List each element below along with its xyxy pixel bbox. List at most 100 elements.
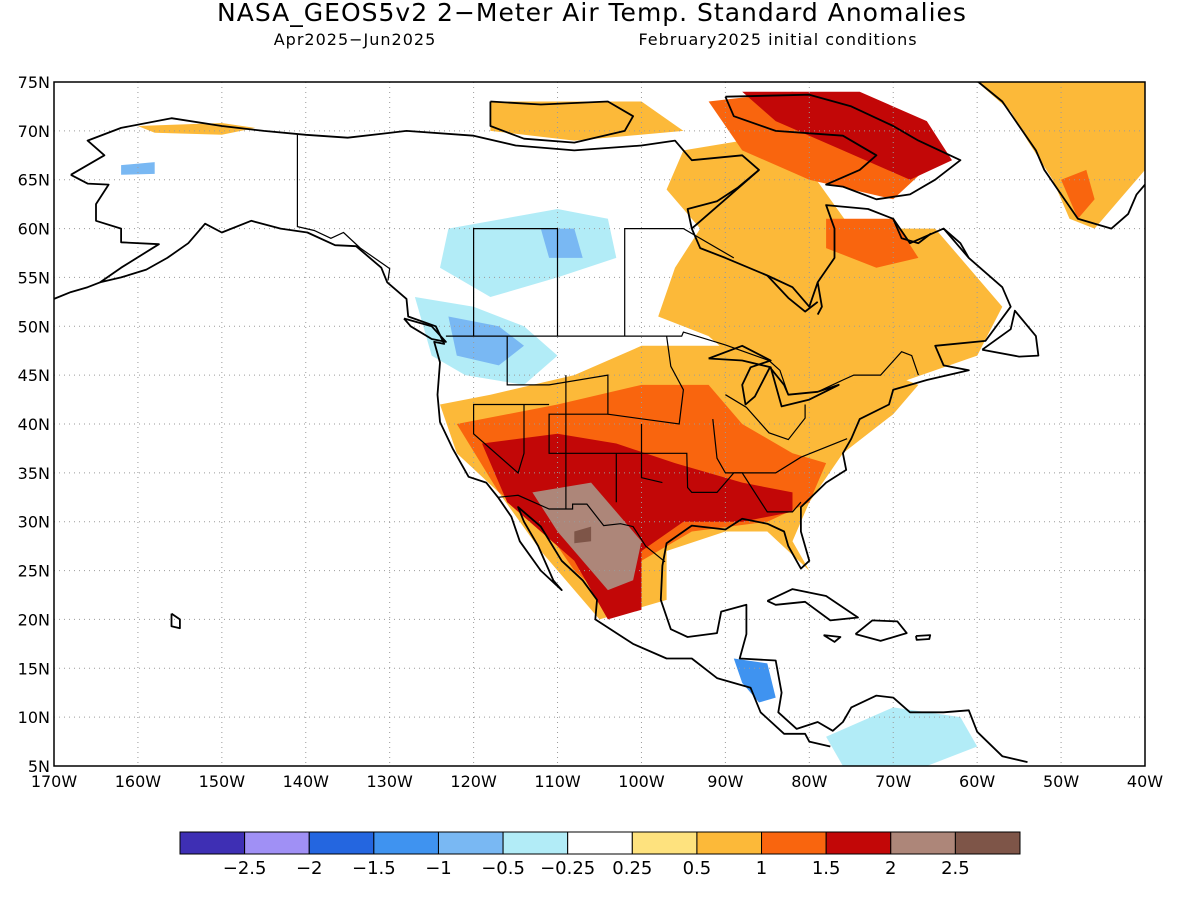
hispaniola xyxy=(854,619,908,642)
great-lakes xyxy=(708,344,840,408)
victoria-island xyxy=(489,100,634,144)
us-state-lines-2 xyxy=(607,336,685,425)
coastlines xyxy=(54,82,1145,763)
map-frame xyxy=(53,81,1146,767)
us-mexico-border xyxy=(497,494,666,563)
vancouver-island xyxy=(403,317,447,343)
anomaly-region-greenland xyxy=(977,82,1145,229)
colorbar-label-7: 0.5 xyxy=(683,858,712,879)
colorbar-swatch-11 xyxy=(890,831,956,855)
us-canada-border xyxy=(445,331,919,396)
graticule xyxy=(54,82,1145,766)
figure-title: NASA_GEOS5v2 2−Meter Air Temp. Standard … xyxy=(217,0,967,27)
colorbar-swatch-3 xyxy=(373,831,439,855)
lon-label-110: 110W xyxy=(534,772,581,791)
lat-label-40: 40N xyxy=(18,415,50,434)
jamaica xyxy=(823,634,842,643)
colorbar-swatch-2 xyxy=(308,831,375,855)
colorbar-swatch-5 xyxy=(502,831,569,855)
anomaly-region-central-america-cool xyxy=(733,658,776,703)
lon-label-90: 90W xyxy=(707,772,743,791)
pacific-coast xyxy=(70,174,831,748)
newfoundland xyxy=(981,309,1040,358)
lat-label-35: 35N xyxy=(18,464,50,483)
colorbar-label-10: 2 xyxy=(885,858,896,879)
cuba xyxy=(766,588,859,622)
ungava-bay xyxy=(892,218,932,245)
lat-label-75: 75N xyxy=(18,73,50,92)
colorbar-swatch-1 xyxy=(244,831,310,855)
anomaly-region-mexico-extreme2 xyxy=(574,526,592,544)
colorbar-label-5: −0.25 xyxy=(540,858,595,879)
greenland-coast xyxy=(976,82,1145,230)
figure-subtitle-initial-conditions: February2025 initial conditions xyxy=(638,30,917,49)
lon-label-80: 80W xyxy=(791,772,827,791)
colorbar-label-9: 1.5 xyxy=(812,858,841,879)
colorbar-swatch-7 xyxy=(631,831,698,855)
colorbar-label-8: 1 xyxy=(756,858,767,879)
lat-label-60: 60N xyxy=(18,220,50,239)
alaska-canada-border xyxy=(296,134,391,281)
lat-label-45: 45N xyxy=(18,366,50,385)
puerto-rico xyxy=(915,634,932,641)
lon-label-70: 70W xyxy=(875,772,911,791)
colorbar-swatch-12 xyxy=(954,831,1021,855)
lon-label-170: 170W xyxy=(31,772,78,791)
colorbar-label-6: 0.25 xyxy=(612,858,652,879)
anomaly-region-southwest-hot xyxy=(482,433,793,620)
canada-provinces xyxy=(473,228,559,337)
labrador-inlet xyxy=(943,227,970,259)
north-america-coast xyxy=(70,117,1028,763)
james-bay-east xyxy=(816,282,823,316)
lon-label-160: 160W xyxy=(115,772,162,791)
colorbar-swatch-10 xyxy=(825,831,892,855)
lon-label-60: 60W xyxy=(959,772,995,791)
lat-label-65: 65N xyxy=(18,171,50,190)
anomaly-region-canada-west-cool2 xyxy=(540,228,583,258)
longitude-labels: 170W 160W 150W 140W 130W 120W 110W 100W 90W 80W 70… xyxy=(31,772,1163,791)
canada-provinces-2 xyxy=(624,228,735,337)
anomaly-region-greenland-east xyxy=(1061,169,1095,219)
lon-label-150: 150W xyxy=(199,772,246,791)
lon-label-40: 40W xyxy=(1127,772,1163,791)
lat-label-20: 20N xyxy=(18,610,50,629)
lon-label-50: 50W xyxy=(1043,772,1079,791)
colorbar-label-3: −1 xyxy=(425,858,452,879)
us-state-lines-5 xyxy=(725,394,806,441)
anomaly-region-canada-arctic-warm xyxy=(490,101,684,141)
colorbar-label-0: −2.5 xyxy=(223,858,267,879)
figure-subtitle-period: Apr2025−Jun2025 xyxy=(274,30,437,49)
colorbar: −2.5 −2 −1.5 −1 −0.5 −0.25 0.25 0.5 1 1.5 2 2.5 xyxy=(179,831,1021,879)
colorbar-swatch-0 xyxy=(179,831,246,855)
colorbar-swatch-8 xyxy=(696,831,763,855)
colorbar-label-2: −1.5 xyxy=(352,858,396,879)
us-state-lines-6 xyxy=(712,419,802,513)
colorbar-label-11: 2.5 xyxy=(941,858,970,879)
colorbar-label-1: −2 xyxy=(296,858,323,879)
anomaly-region-alaska-cool xyxy=(121,162,155,175)
hudson-bay-west-shore xyxy=(686,169,760,229)
lat-label-10: 10N xyxy=(18,708,50,727)
lat-label-15: 15N xyxy=(18,659,50,678)
colorbar-swatch-9 xyxy=(761,831,827,855)
latitude-labels: 75N 70N 65N 60N 55N 50N 45N 40N 35N 30N 25N 20N 15N 1… xyxy=(18,73,50,776)
anomaly-region-south-america-cool xyxy=(826,707,978,766)
lon-label-140: 140W xyxy=(283,772,330,791)
lat-label-30: 30N xyxy=(18,513,50,532)
map-plot-area xyxy=(54,82,1145,766)
colorbar-label-4: −0.5 xyxy=(481,858,525,879)
anomaly-region-hudson-bay-east xyxy=(826,218,919,268)
anomaly-region-canada-east-warm xyxy=(658,140,1003,395)
lon-label-130: 130W xyxy=(367,772,414,791)
lat-label-70: 70N xyxy=(18,122,50,141)
lon-label-120: 120W xyxy=(450,772,497,791)
colorbar-swatch-6 xyxy=(567,831,633,855)
lat-label-25: 25N xyxy=(18,562,50,581)
hudson-bay-south xyxy=(766,274,819,313)
anomaly-region-pnw-cool2 xyxy=(448,316,524,366)
baffin-island xyxy=(724,93,962,201)
us-state-lines-7 xyxy=(640,424,663,484)
anomaly-region-baffin-hot xyxy=(742,91,952,180)
colorbar-swatch-4 xyxy=(437,831,504,855)
